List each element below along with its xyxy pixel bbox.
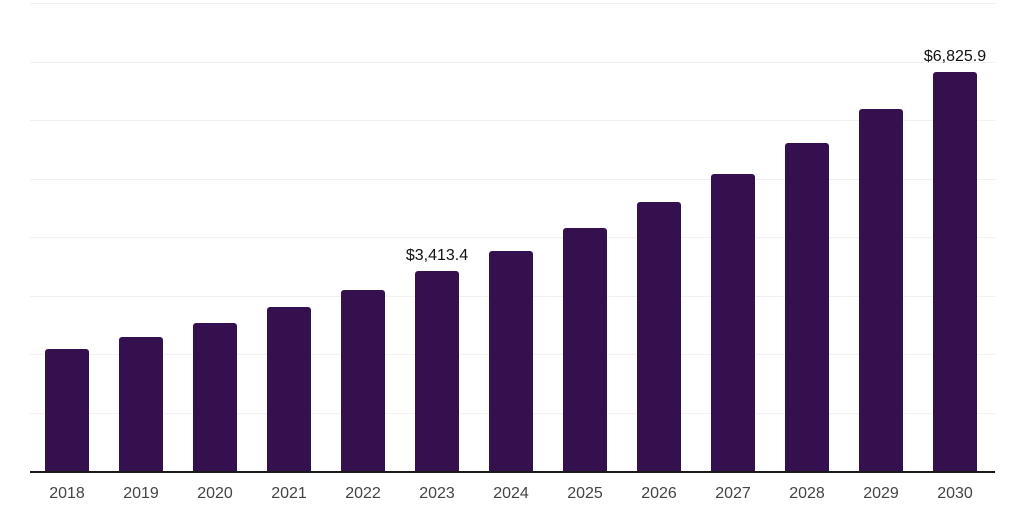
x-tick-2030: 2030	[937, 485, 973, 502]
gridline-7000	[30, 61, 995, 63]
bar-2019[interactable]	[119, 336, 163, 471]
value-label-2030: $6,825.9	[923, 47, 987, 65]
bar-2018[interactable]	[45, 349, 89, 471]
x-tick-2027: 2027	[715, 485, 751, 502]
gridline-8000	[30, 3, 995, 4]
x-tick-2023: 2023	[419, 485, 455, 502]
bar-2027[interactable]	[711, 174, 755, 471]
x-tick-2025: 2025	[567, 485, 603, 502]
x-tick-2018: 2018	[49, 485, 85, 502]
bar-2025[interactable]	[563, 227, 607, 471]
bar-2021[interactable]	[267, 307, 311, 471]
bar-2030[interactable]	[933, 71, 977, 471]
gridline-6000	[30, 120, 995, 121]
x-tick-2021: 2021	[271, 485, 307, 502]
gridline-5000	[30, 178, 995, 180]
bar-2023[interactable]	[415, 271, 459, 471]
bar-2020[interactable]	[193, 322, 237, 471]
gridline-4000	[30, 237, 995, 238]
plot-area: $3,413.4 $6,825.9	[30, 3, 995, 473]
bar-2028[interactable]	[785, 143, 829, 471]
value-label-2023: $3,413.4	[405, 247, 469, 265]
x-tick-2024: 2024	[493, 485, 529, 502]
bar-2026[interactable]	[637, 202, 681, 471]
x-tick-2028: 2028	[789, 485, 825, 502]
x-tick-2020: 2020	[197, 485, 233, 502]
x-tick-2019: 2019	[123, 485, 159, 502]
x-tick-2022: 2022	[345, 485, 381, 502]
bar-2029[interactable]	[859, 109, 903, 471]
x-tick-2029: 2029	[863, 485, 899, 502]
x-tick-2026: 2026	[641, 485, 677, 502]
bar-2022[interactable]	[341, 290, 385, 471]
bar-2024[interactable]	[489, 250, 533, 471]
